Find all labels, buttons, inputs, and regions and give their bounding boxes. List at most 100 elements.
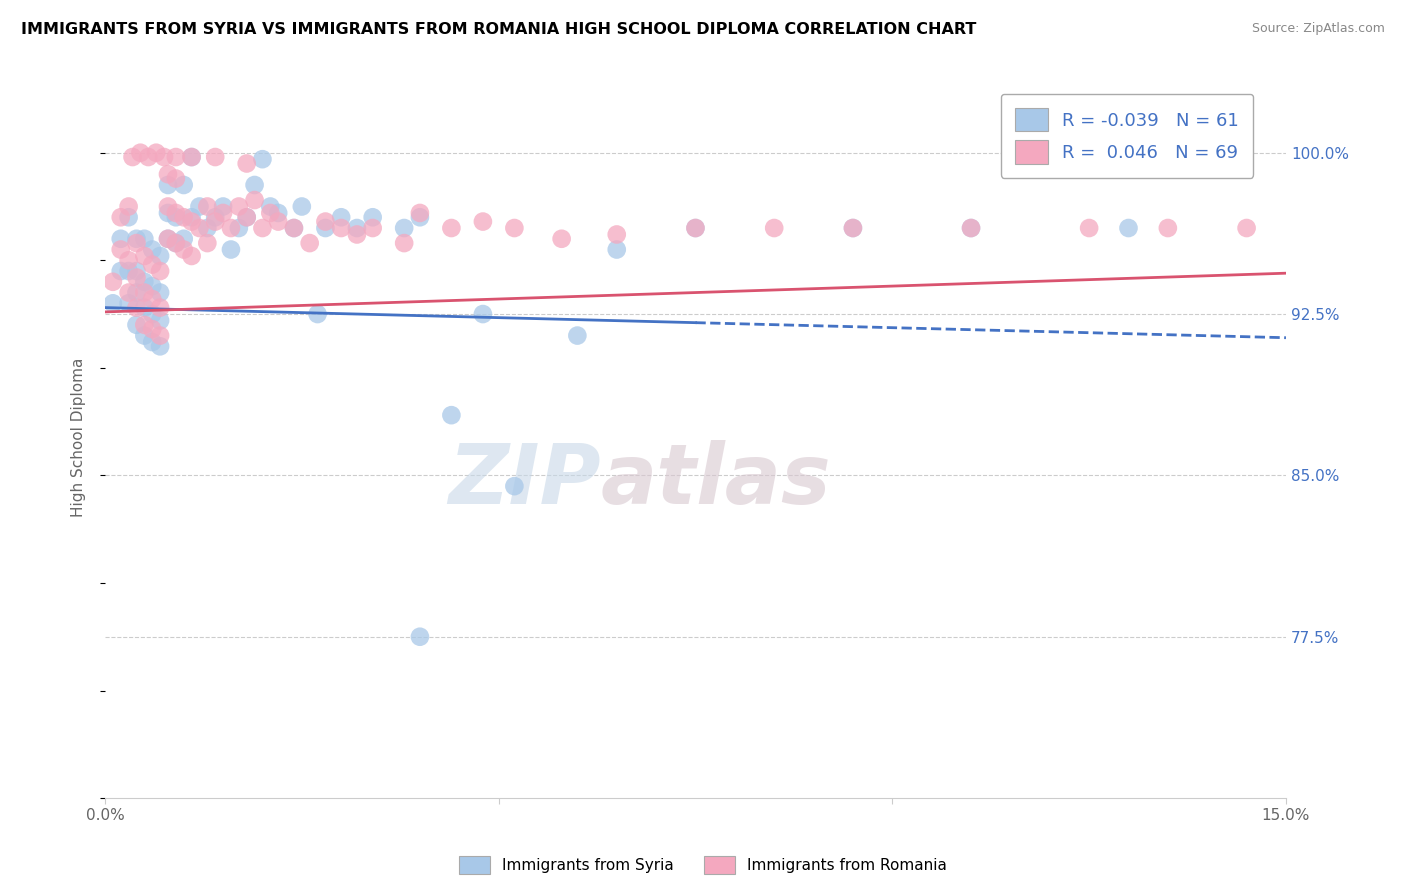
Point: [330, 211, 353, 225]
Point: [471, 214, 494, 228]
Point: [110, 264, 132, 278]
Point: [134, 249, 156, 263]
Point: [267, 214, 290, 228]
Point: [842, 221, 865, 235]
Point: [153, 150, 176, 164]
Point: [165, 236, 187, 251]
Point: [173, 243, 195, 257]
Point: [606, 227, 628, 242]
Point: [361, 221, 384, 235]
Point: [291, 200, 314, 214]
Point: [409, 206, 432, 220]
Point: [188, 200, 211, 214]
Point: [361, 211, 384, 225]
Point: [180, 150, 202, 164]
Point: [960, 221, 983, 235]
Point: [117, 211, 139, 225]
Point: [842, 221, 865, 235]
Point: [149, 285, 172, 300]
Point: [503, 221, 526, 235]
Point: [409, 630, 432, 644]
Text: Source: ZipAtlas.com: Source: ZipAtlas.com: [1251, 22, 1385, 36]
Point: [243, 193, 266, 207]
Point: [136, 150, 159, 164]
Point: [1157, 221, 1180, 235]
Point: [440, 221, 463, 235]
Point: [550, 232, 572, 246]
Point: [267, 206, 290, 220]
Point: [314, 214, 336, 228]
Y-axis label: High School Diploma: High School Diploma: [72, 358, 86, 517]
Legend: Immigrants from Syria, Immigrants from Romania: Immigrants from Syria, Immigrants from R…: [453, 850, 953, 880]
Point: [117, 264, 139, 278]
Point: [960, 221, 983, 235]
Point: [141, 334, 163, 349]
Point: [149, 264, 172, 278]
Point: [173, 232, 195, 246]
Point: [180, 150, 202, 164]
Point: [195, 221, 218, 235]
Point: [173, 211, 195, 225]
Point: [156, 206, 179, 220]
Point: [141, 243, 163, 257]
Point: [134, 301, 156, 315]
Point: [440, 408, 463, 422]
Point: [243, 178, 266, 192]
Text: ZIP: ZIP: [449, 441, 600, 522]
Point: [129, 145, 152, 160]
Point: [259, 206, 281, 220]
Point: [156, 232, 179, 246]
Point: [117, 253, 139, 268]
Point: [156, 167, 179, 181]
Point: [219, 243, 242, 257]
Point: [283, 221, 305, 235]
Point: [252, 152, 274, 166]
Point: [471, 307, 494, 321]
Point: [149, 301, 172, 315]
Point: [298, 236, 321, 251]
Point: [125, 318, 148, 332]
Point: [134, 275, 156, 289]
Point: [204, 150, 226, 164]
Point: [165, 171, 187, 186]
Point: [188, 221, 211, 235]
Point: [141, 279, 163, 293]
Point: [134, 232, 156, 246]
Point: [141, 322, 163, 336]
Point: [503, 479, 526, 493]
Point: [283, 221, 305, 235]
Point: [204, 211, 226, 225]
Point: [101, 296, 124, 310]
Point: [156, 232, 179, 246]
Point: [156, 200, 179, 214]
Point: [195, 236, 218, 251]
Point: [117, 285, 139, 300]
Text: IMMIGRANTS FROM SYRIA VS IMMIGRANTS FROM ROMANIA HIGH SCHOOL DIPLOMA CORRELATION: IMMIGRANTS FROM SYRIA VS IMMIGRANTS FROM…: [21, 22, 976, 37]
Point: [228, 200, 250, 214]
Point: [141, 292, 163, 306]
Point: [141, 258, 163, 272]
Point: [141, 307, 163, 321]
Point: [180, 211, 202, 225]
Point: [145, 145, 167, 160]
Point: [165, 211, 187, 225]
Point: [125, 270, 148, 285]
Point: [330, 221, 353, 235]
Point: [149, 328, 172, 343]
Point: [1236, 221, 1258, 235]
Point: [121, 150, 143, 164]
Point: [156, 178, 179, 192]
Text: atlas: atlas: [600, 441, 831, 522]
Point: [110, 232, 132, 246]
Point: [149, 339, 172, 353]
Point: [180, 214, 202, 228]
Point: [212, 206, 235, 220]
Point: [409, 211, 432, 225]
Point: [606, 243, 628, 257]
Point: [125, 285, 148, 300]
Point: [195, 200, 218, 214]
Point: [235, 211, 257, 225]
Point: [165, 206, 187, 220]
Point: [685, 221, 707, 235]
Point: [1118, 221, 1140, 235]
